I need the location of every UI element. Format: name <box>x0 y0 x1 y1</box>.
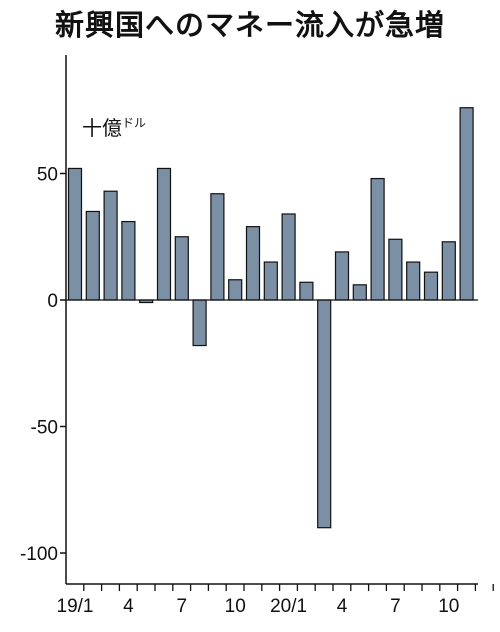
x-tick-label: 20/1 <box>270 596 307 617</box>
y-tick-label: 0 <box>47 291 58 312</box>
y-tick-label: -100 <box>20 544 58 565</box>
bar-2 <box>85 210 100 301</box>
bar-8 <box>406 261 421 301</box>
y-tick-label: 50 <box>37 165 58 186</box>
bar-3 <box>103 190 118 301</box>
bar-4 <box>334 251 350 301</box>
bar-11 <box>459 107 474 301</box>
bar-6 <box>370 177 385 301</box>
bar-9 <box>210 193 225 301</box>
y-unit-sub: ドル <box>122 116 146 130</box>
x-tick-label: 19/1 <box>57 596 94 617</box>
bar-8 <box>192 299 207 347</box>
bar-11 <box>245 226 261 301</box>
bar-7 <box>174 236 189 301</box>
x-tick-label: 10 <box>225 596 246 617</box>
bar-9 <box>423 271 439 301</box>
y-unit-main: 十億 <box>82 116 122 140</box>
bar-6 <box>156 167 172 301</box>
bar-12 <box>263 261 278 301</box>
bar-2 <box>299 281 314 301</box>
bar-7 <box>388 238 403 301</box>
x-tick-label: 7 <box>177 596 188 617</box>
chart-title: 新興国へのマネー流入が急増 <box>54 8 445 42</box>
bar-10 <box>441 241 456 301</box>
x-tick-label: 4 <box>337 596 348 617</box>
bar-19/1 <box>67 167 83 301</box>
x-tick-label: 10 <box>438 596 459 617</box>
x-tick-label: 4 <box>123 596 134 617</box>
bar-5 <box>352 284 367 301</box>
bar-10 <box>228 279 243 301</box>
bar-20/1 <box>281 213 296 301</box>
bar-3 <box>317 299 332 529</box>
y-unit-label: 十億ドル <box>82 116 146 140</box>
x-tick-label: 7 <box>390 596 401 617</box>
y-tick-label: -50 <box>31 418 58 439</box>
bar-4 <box>121 220 136 301</box>
